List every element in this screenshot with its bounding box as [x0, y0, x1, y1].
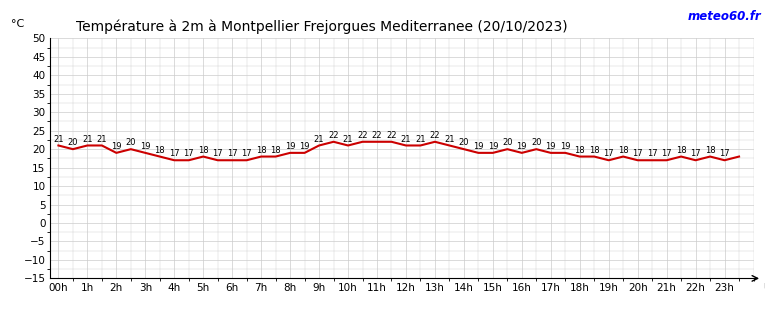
Text: 17: 17	[227, 149, 237, 158]
Text: °C: °C	[11, 19, 24, 29]
Text: 21: 21	[314, 135, 324, 144]
Text: 20: 20	[502, 138, 513, 147]
Text: 17: 17	[661, 149, 672, 158]
Text: 18: 18	[589, 146, 600, 155]
Text: 22: 22	[357, 131, 368, 140]
Text: 22: 22	[386, 131, 397, 140]
Text: 18: 18	[155, 146, 165, 155]
Text: 19: 19	[140, 142, 151, 151]
Text: 19: 19	[516, 142, 527, 151]
Text: 19: 19	[285, 142, 295, 151]
Text: Température à 2m à Montpellier Frejorgues Mediterranee (20/10/2023): Température à 2m à Montpellier Frejorgue…	[76, 19, 568, 34]
Text: 18: 18	[575, 146, 585, 155]
Text: 20: 20	[125, 138, 136, 147]
Text: 21: 21	[401, 135, 412, 144]
Text: 21: 21	[53, 135, 63, 144]
Text: 19: 19	[299, 142, 310, 151]
Text: 17: 17	[633, 149, 643, 158]
Text: 17: 17	[690, 149, 701, 158]
Text: 20: 20	[531, 138, 542, 147]
Text: meteo60.fr: meteo60.fr	[688, 10, 761, 23]
Text: 21: 21	[82, 135, 93, 144]
Text: 22: 22	[328, 131, 339, 140]
Text: 21: 21	[343, 135, 353, 144]
Text: 21: 21	[96, 135, 107, 144]
Text: 22: 22	[372, 131, 382, 140]
Text: 19: 19	[111, 142, 122, 151]
Text: 18: 18	[675, 146, 686, 155]
Text: 19: 19	[473, 142, 483, 151]
Text: UTC: UTC	[763, 283, 765, 293]
Text: 21: 21	[415, 135, 425, 144]
Text: 18: 18	[198, 146, 209, 155]
Text: 20: 20	[459, 138, 469, 147]
Text: 17: 17	[169, 149, 180, 158]
Text: 17: 17	[719, 149, 730, 158]
Text: 17: 17	[213, 149, 223, 158]
Text: 17: 17	[242, 149, 252, 158]
Text: 18: 18	[270, 146, 281, 155]
Text: 21: 21	[444, 135, 454, 144]
Text: 19: 19	[560, 142, 571, 151]
Text: 18: 18	[618, 146, 629, 155]
Text: 17: 17	[647, 149, 657, 158]
Text: 19: 19	[545, 142, 556, 151]
Text: 18: 18	[256, 146, 266, 155]
Text: 20: 20	[67, 138, 78, 147]
Text: 22: 22	[430, 131, 440, 140]
Text: 18: 18	[705, 146, 715, 155]
Text: 17: 17	[604, 149, 614, 158]
Text: 17: 17	[184, 149, 194, 158]
Text: 19: 19	[487, 142, 498, 151]
